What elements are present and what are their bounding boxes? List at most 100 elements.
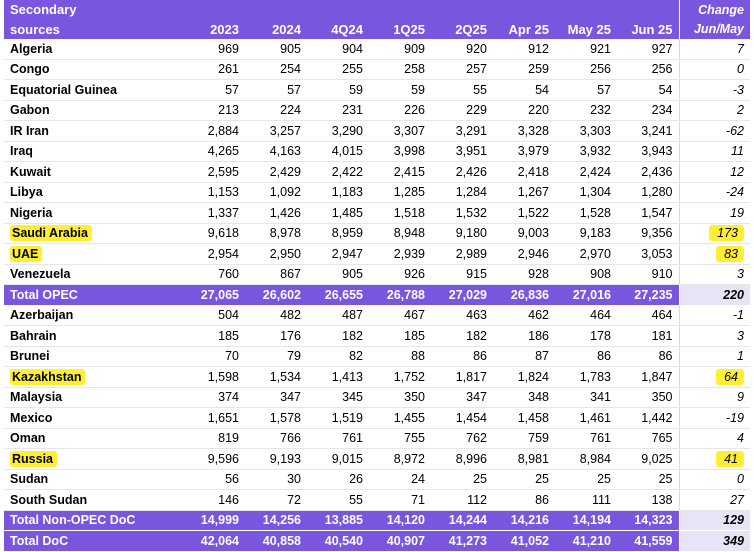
value-cell: 3,257 [245, 120, 307, 142]
table-row: Algeria 969 905 904 909 920 912 921 927 7 [4, 39, 750, 60]
change-cell: 3 [678, 264, 750, 285]
value-cell: 762 [431, 428, 493, 449]
country-name: Mexico [10, 410, 53, 425]
value-cell: 234 [617, 100, 679, 121]
value-cell: 487 [307, 305, 369, 326]
column-header: 2Q25 [431, 19, 493, 39]
value-cell: 3,290 [307, 120, 369, 142]
change-cell: 7 [678, 39, 750, 60]
row-label: Nigeria [4, 202, 183, 224]
value-cell: 24 [369, 469, 431, 490]
value-cell: 256 [617, 59, 679, 80]
row-label: Iraq [4, 141, 183, 162]
country-name: Total OPEC [10, 287, 78, 302]
value-cell: 905 [245, 39, 307, 60]
change-cell: 0 [678, 469, 750, 490]
value-cell: 2,954 [183, 243, 245, 265]
value-cell: 3,979 [493, 141, 555, 162]
value-cell: 912 [493, 39, 555, 60]
value-cell: 27,016 [555, 284, 617, 306]
change-value: 12 [730, 164, 744, 179]
table-row: Brunei 70 79 82 88 86 87 86 86 1 [4, 346, 750, 367]
value-cell: 3,998 [369, 141, 431, 162]
value-cell: 3,291 [431, 120, 493, 142]
country-name: Bahrain [10, 328, 57, 343]
value-cell: 26 [307, 469, 369, 490]
change-value: 173 [709, 225, 744, 242]
change-value: 41 [716, 450, 744, 467]
value-cell: 82 [307, 346, 369, 367]
value-cell: 348 [493, 387, 555, 408]
column-header: Jun 25 [617, 19, 679, 39]
country-name: Libya [10, 185, 43, 200]
value-cell: 482 [245, 305, 307, 326]
value-cell: 25 [493, 469, 555, 490]
value-cell: 185 [183, 325, 245, 347]
value-cell: 819 [183, 428, 245, 449]
header-title-line1: Secondary [4, 0, 183, 19]
change-cell: 19 [678, 202, 750, 224]
value-cell: 8,959 [307, 223, 369, 244]
value-cell: 224 [245, 100, 307, 121]
change-value: 349 [723, 533, 744, 548]
value-cell: 1,651 [183, 407, 245, 429]
change-value: 129 [723, 513, 744, 528]
table-row: Congo 261 254 255 258 257 259 256 256 0 [4, 59, 750, 80]
change-cell: -1 [678, 305, 750, 326]
column-header: 1Q25 [369, 19, 431, 39]
value-cell: 908 [555, 264, 617, 285]
value-cell: 258 [369, 59, 431, 80]
table-row: Sudan 56 30 26 24 25 25 25 25 0 [4, 469, 750, 490]
value-cell: 8,984 [555, 448, 617, 470]
country-name: Venezuela [10, 267, 71, 282]
value-cell: 27,065 [183, 284, 245, 306]
value-cell: 56 [183, 469, 245, 490]
value-cell: 54 [493, 79, 555, 101]
change-cell: 64 [678, 366, 750, 388]
value-cell: 9,356 [617, 223, 679, 244]
value-cell: 25 [431, 469, 493, 490]
country-name: Kuwait [10, 164, 51, 179]
column-header: 2023 [183, 19, 245, 39]
value-cell: 26,655 [307, 284, 369, 306]
value-cell: 1,532 [431, 202, 493, 224]
value-cell: 220 [493, 100, 555, 121]
value-cell: 1,183 [307, 182, 369, 203]
value-cell: 347 [245, 387, 307, 408]
value-cell: 904 [307, 39, 369, 60]
change-cell: 349 [678, 530, 750, 552]
value-cell: 176 [245, 325, 307, 347]
value-cell: 2,595 [183, 161, 245, 183]
value-cell: 2,970 [555, 243, 617, 265]
row-label: Sudan [4, 469, 183, 490]
value-cell: 27,235 [617, 284, 679, 306]
value-cell: 766 [245, 428, 307, 449]
row-label: Libya [4, 182, 183, 203]
value-cell: 3,328 [493, 120, 555, 142]
value-cell: 1,485 [307, 202, 369, 224]
value-cell: 79 [245, 346, 307, 367]
value-cell: 86 [493, 489, 555, 511]
value-cell: 2,422 [307, 161, 369, 183]
column-header: May 25 [555, 19, 617, 39]
value-cell: 70 [183, 346, 245, 367]
production-table-container: Secondary Change sources 2023 2024 4Q24 … [4, 0, 752, 552]
value-cell: 255 [307, 59, 369, 80]
value-cell: 14,120 [369, 510, 431, 531]
row-label: Congo [4, 59, 183, 80]
value-cell: 256 [555, 59, 617, 80]
value-cell: 755 [369, 428, 431, 449]
value-cell: 761 [307, 428, 369, 449]
table-row: Russia 9,596 9,193 9,015 8,972 8,996 8,981 8,98… [4, 448, 750, 470]
table-row: Mexico 1,651 1,578 1,519 1,455 1,454 1,458 1,46… [4, 407, 750, 429]
change-cell: 11 [678, 141, 750, 162]
value-cell: 9,015 [307, 448, 369, 470]
table-row: South Sudan 146 72 55 71 112 86 111 138 27 [4, 489, 750, 511]
value-cell: 111 [555, 489, 617, 511]
header-title-line2: sources [4, 19, 183, 39]
change-value: -3 [732, 82, 744, 97]
value-cell: 1,598 [183, 366, 245, 388]
table-row: Libya 1,153 1,092 1,183 1,285 1,284 1,267 1,304… [4, 182, 750, 203]
value-cell: 2,415 [369, 161, 431, 183]
change-value: 4 [737, 431, 744, 446]
